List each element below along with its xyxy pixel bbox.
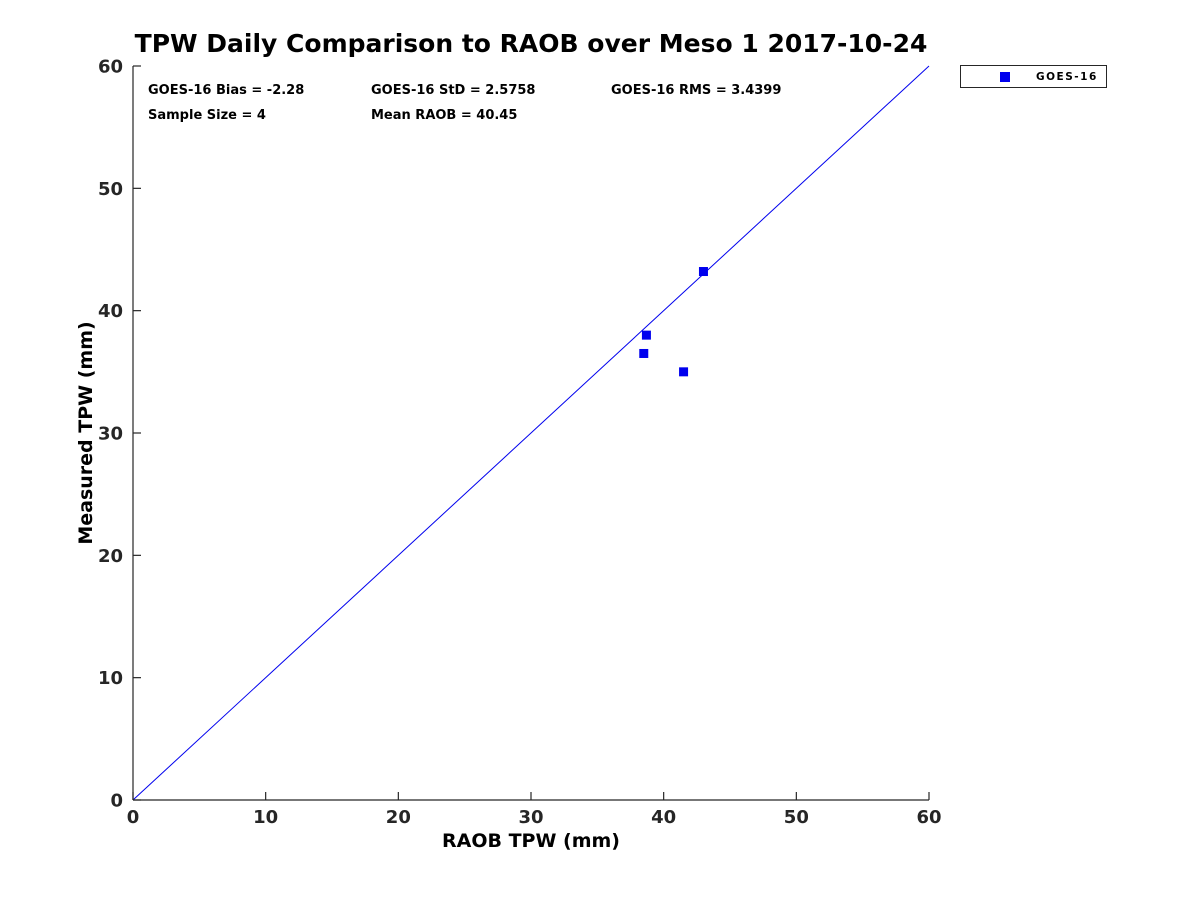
- y-axis-label: Measured TPW (mm): [75, 321, 97, 545]
- x-tick-label: 20: [386, 807, 411, 828]
- stat-std: GOES-16 StD = 2.5758: [371, 83, 536, 98]
- y-tick-label: 0: [110, 791, 123, 812]
- x-tick-label: 50: [784, 807, 809, 828]
- x-tick-label: 60: [916, 807, 941, 828]
- x-tick-label: 10: [253, 807, 278, 828]
- y-tick-label: 50: [98, 179, 123, 200]
- stat-mean-raob: Mean RAOB = 40.45: [371, 108, 518, 123]
- identity-line: [132, 65, 930, 801]
- legend-marker-square-icon: [1000, 71, 1010, 82]
- y-tick-label: 20: [98, 546, 123, 567]
- x-tick-label: 40: [651, 807, 676, 828]
- data-point-goes-16: [639, 348, 649, 358]
- y-tick-label: 30: [98, 424, 123, 445]
- x-tick-label: 0: [127, 807, 140, 828]
- x-tick-label: 30: [518, 807, 543, 828]
- legend: GOES-16: [960, 65, 1107, 88]
- stat-sample-size: Sample Size = 4: [148, 108, 266, 123]
- x-axis-label: RAOB TPW (mm): [441, 830, 620, 852]
- legend-label-goes16: GOES-16: [1036, 70, 1098, 83]
- data-point-goes-16: [679, 367, 689, 377]
- data-point-goes-16: [641, 330, 651, 340]
- chart-title: TPW Daily Comparison to RAOB over Meso 1…: [134, 29, 928, 58]
- y-tick-label: 40: [98, 301, 123, 322]
- stat-bias: GOES-16 Bias = -2.28: [148, 83, 305, 98]
- data-point-goes-16: [698, 267, 708, 277]
- y-tick-label: 10: [98, 668, 123, 689]
- stat-rms: GOES-16 RMS = 3.4399: [611, 83, 782, 98]
- y-tick-label: 60: [98, 57, 123, 78]
